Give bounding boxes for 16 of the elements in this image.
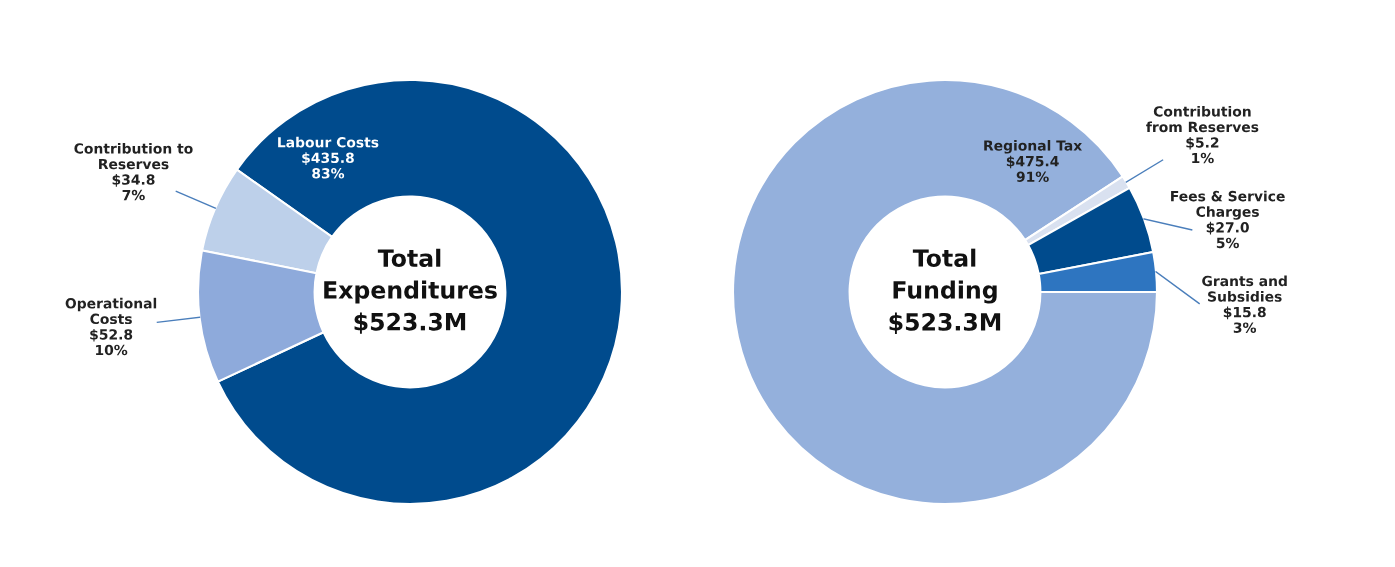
- data-label: $15.8 3%: [1223, 306, 1266, 333]
- slice-label: Fees & Service Charges: [1171, 190, 1285, 220]
- data-label: $27.0 5%: [1206, 221, 1249, 249]
- slice-label: Grants and Subsidies: [1202, 275, 1287, 302]
- text: Total Expenditures $523.3M: [324, 248, 497, 334]
- data-label: $475.4 91%: [1006, 155, 1059, 182]
- data-label: $435.8 83%: [302, 152, 354, 179]
- data-label: $5.2 1%: [1186, 136, 1219, 164]
- slice-label: Contribution to Reserves: [74, 142, 193, 170]
- text: Total Funding $523.3M: [889, 248, 1001, 334]
- slice-label: Operational Costs: [65, 297, 157, 325]
- slice-label: Contribution from Reserves: [1146, 105, 1259, 133]
- data-label: $52.8 10%: [90, 328, 133, 356]
- data-label: $34.8 7%: [112, 174, 155, 201]
- slice-label: Labour Costs: [278, 136, 379, 148]
- slice-label: Regional Tax: [984, 140, 1082, 154]
